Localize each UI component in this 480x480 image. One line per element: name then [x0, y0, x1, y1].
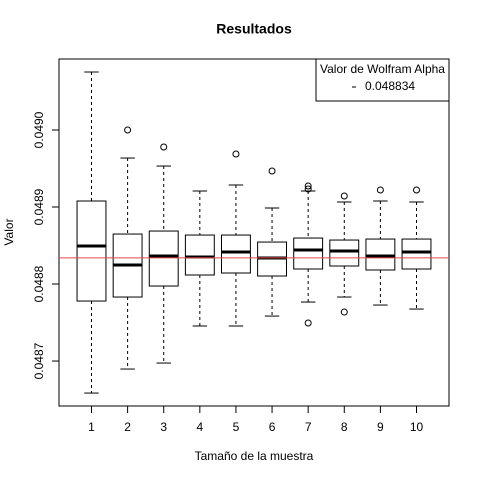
- box: [401, 238, 432, 270]
- x-tick-label: 10: [410, 420, 424, 434]
- outlier: [376, 186, 384, 194]
- outlier: [304, 185, 312, 193]
- x-tick-label: 4: [196, 420, 203, 434]
- x-tick-label: 6: [269, 420, 276, 434]
- x-tick-label: 2: [124, 420, 131, 434]
- x-tick-label: 3: [160, 420, 167, 434]
- box: [148, 230, 179, 287]
- plot-frame: [58, 58, 450, 407]
- x-axis-label: Tamaño de la muestra: [195, 449, 314, 463]
- box: [329, 239, 360, 267]
- outlier: [124, 126, 132, 134]
- y-tick-label: 0.0489: [32, 188, 46, 225]
- outlier: [340, 308, 348, 316]
- x-tick-label: 5: [233, 420, 240, 434]
- outlier: [268, 167, 276, 175]
- y-tick-label: 0.0490: [32, 111, 46, 148]
- outlier: [340, 192, 348, 200]
- x-tick-label: 7: [305, 420, 312, 434]
- box: [221, 234, 251, 274]
- y-tick-label: 0.0487: [32, 342, 46, 379]
- outlier: [232, 150, 240, 158]
- box: [184, 234, 215, 276]
- y-tick-label: 0.0488: [32, 265, 46, 302]
- legend-title: Valor de Wolfram Alpha: [320, 62, 445, 76]
- box: [76, 200, 107, 302]
- outlier: [160, 143, 168, 151]
- legend-box: [315, 58, 450, 102]
- chart-title: Resultados: [216, 21, 292, 37]
- legend-entry: 0.048834: [365, 79, 415, 93]
- outlier: [304, 182, 312, 190]
- x-tick-label: 9: [377, 420, 384, 434]
- y-axis-label: Valor: [2, 218, 16, 245]
- x-tick-label: 1: [88, 420, 95, 434]
- outlier: [413, 186, 420, 194]
- box: [293, 237, 324, 270]
- x-tick-label: 8: [341, 420, 348, 434]
- outlier: [304, 319, 312, 327]
